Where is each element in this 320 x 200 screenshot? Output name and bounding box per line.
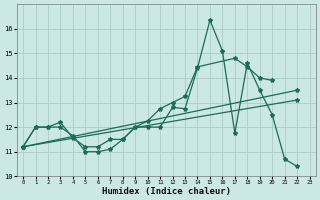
X-axis label: Humidex (Indice chaleur): Humidex (Indice chaleur) xyxy=(102,187,231,196)
